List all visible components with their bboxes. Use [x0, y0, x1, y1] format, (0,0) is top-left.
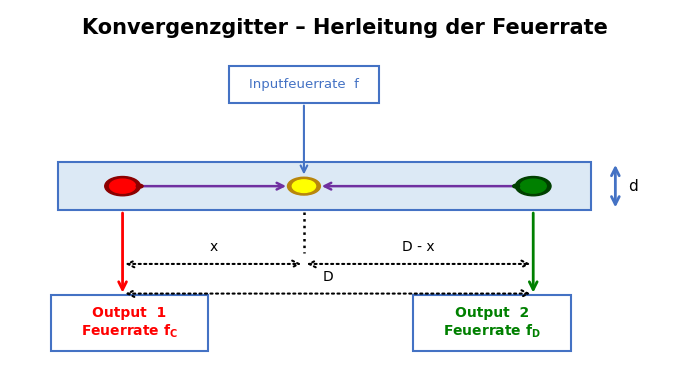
Text: Feuerrate f$_\mathregular{D}$: Feuerrate f$_\mathregular{D}$ [443, 323, 541, 340]
Circle shape [515, 176, 551, 196]
FancyBboxPatch shape [413, 296, 571, 351]
Text: d: d [628, 179, 638, 194]
Circle shape [136, 184, 143, 188]
Text: Inputfeuerrate  f: Inputfeuerrate f [249, 78, 359, 91]
Text: D - x: D - x [402, 240, 435, 254]
Text: D: D [322, 270, 333, 284]
Circle shape [288, 177, 320, 195]
FancyBboxPatch shape [50, 296, 208, 351]
Text: Output  2: Output 2 [455, 306, 529, 320]
FancyBboxPatch shape [228, 66, 380, 103]
Circle shape [520, 179, 546, 193]
Circle shape [105, 176, 140, 196]
Text: Konvergenzgitter – Herleitung der Feuerrate: Konvergenzgitter – Herleitung der Feuerr… [82, 18, 608, 38]
Circle shape [513, 184, 520, 188]
FancyBboxPatch shape [57, 162, 591, 210]
Text: x: x [209, 240, 217, 254]
Text: Feuerrate f$_\mathregular{C}$: Feuerrate f$_\mathregular{C}$ [81, 323, 178, 340]
Circle shape [110, 179, 135, 193]
Text: Output  1: Output 1 [92, 306, 166, 320]
Circle shape [293, 180, 315, 193]
